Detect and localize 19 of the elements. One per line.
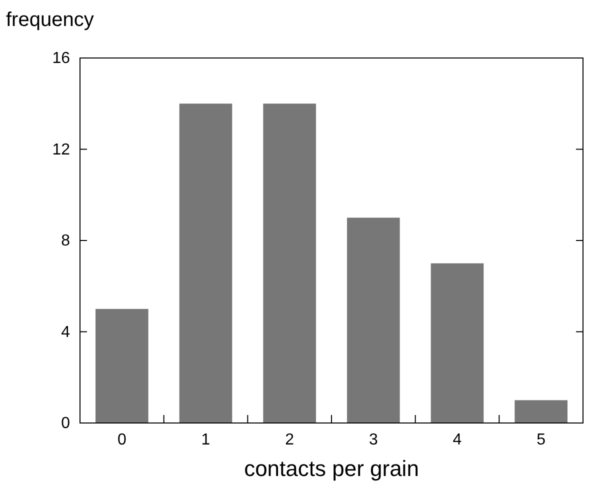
x-axis-title: contacts per grain [244,456,419,481]
y-axis-title: frequency [6,9,94,31]
x-tick-label: 1 [201,431,210,448]
y-tick-label: 12 [52,141,70,158]
y-tick-label: 4 [61,324,70,341]
y-tick-label: 16 [52,50,70,68]
y-tick-label: 0 [61,415,70,432]
bar [430,263,484,423]
bar [179,104,232,423]
x-tick-label: 2 [285,431,294,448]
bar [347,218,400,423]
x-tick-label: 3 [368,431,378,448]
bar [263,104,316,423]
bar [96,308,148,423]
bar [514,400,568,423]
y-tick-label: 8 [61,232,70,250]
x-tick-label: 4 [452,431,462,448]
x-tick-label: 5 [536,431,546,448]
x-tick-label: 0 [117,431,126,448]
